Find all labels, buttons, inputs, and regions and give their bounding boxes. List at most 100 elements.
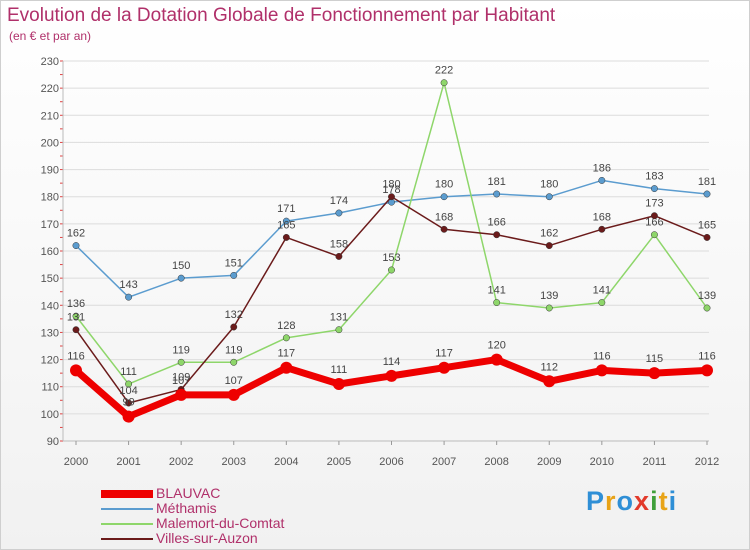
legend-label: Méthamis	[156, 500, 217, 516]
data-label: 120	[487, 340, 505, 352]
series-line	[72, 356, 711, 421]
series-line	[75, 81, 708, 385]
y-tick-label: 120	[41, 355, 59, 367]
data-point	[72, 326, 80, 334]
y-tick-label: 90	[47, 436, 59, 448]
x-tick-label: 2012	[695, 456, 719, 468]
data-label: 109	[172, 371, 190, 383]
data-point	[701, 364, 713, 377]
data-point	[703, 233, 711, 241]
data-label: 166	[645, 217, 663, 229]
data-point	[72, 312, 80, 320]
y-tick-label: 180	[41, 192, 59, 204]
x-tick-label: 2000	[64, 456, 88, 468]
data-point	[70, 364, 82, 377]
data-label: 165	[698, 219, 716, 231]
data-label: 174	[330, 195, 348, 207]
x-tick-label: 2001	[116, 456, 140, 468]
data-point	[227, 388, 240, 401]
legend-swatch	[101, 507, 153, 510]
x-tick-label: 2009	[537, 456, 561, 468]
legend-item: BLAUVAC	[101, 486, 361, 501]
y-tick-label: 160	[41, 246, 59, 258]
data-label: 153	[382, 252, 400, 264]
data-label: 181	[698, 176, 716, 188]
data-point	[598, 225, 606, 233]
data-point	[335, 326, 343, 334]
data-label: 150	[172, 260, 190, 272]
x-tick-label: 2003	[222, 456, 246, 468]
data-point	[282, 233, 290, 241]
data-point	[545, 242, 553, 250]
data-label: 162	[67, 228, 85, 240]
data-point	[703, 190, 711, 198]
data-point	[280, 361, 293, 374]
data-point	[595, 364, 608, 377]
x-tick-label: 2011	[643, 456, 667, 468]
x-tick-label: 2004	[274, 456, 298, 468]
logo-letter: t	[658, 486, 669, 516]
data-point	[335, 209, 343, 217]
logo-letter: i	[668, 486, 678, 516]
data-label: 186	[593, 162, 611, 174]
x-tick-label: 2007	[432, 456, 456, 468]
data-label: 180	[435, 179, 453, 191]
y-tick-label: 130	[41, 327, 59, 339]
data-point	[440, 225, 448, 233]
legend-swatch	[101, 537, 153, 540]
data-point	[332, 378, 345, 390]
data-point	[440, 79, 448, 87]
y-tick-label: 220	[41, 83, 59, 95]
data-point	[650, 231, 658, 239]
data-label: 104	[119, 385, 137, 397]
data-label: 173	[645, 198, 663, 210]
data-label: 116	[698, 350, 716, 362]
data-label: 115	[646, 353, 664, 365]
y-tick-label: 200	[41, 137, 59, 149]
data-label: 111	[120, 366, 137, 378]
data-label: 168	[435, 211, 453, 223]
data-label: 132	[225, 309, 243, 321]
data-label: 180	[540, 179, 558, 191]
data-point	[543, 375, 556, 388]
data-point	[650, 212, 658, 220]
y-tick-label: 190	[41, 165, 59, 177]
data-point	[177, 358, 185, 366]
data-point	[175, 388, 188, 401]
data-point	[598, 176, 606, 184]
data-label: 119	[225, 344, 243, 356]
logo-letter: P	[586, 486, 606, 516]
data-label: 119	[172, 344, 190, 356]
data-point	[385, 369, 398, 382]
data-point	[125, 293, 133, 301]
data-point	[493, 299, 501, 307]
data-label: 107	[172, 375, 190, 387]
data-label: 222	[435, 65, 453, 77]
data-label: 181	[487, 176, 505, 188]
legend-label: BLAUVAC	[156, 485, 221, 501]
y-tick-label: 230	[41, 56, 59, 68]
data-label: 165	[277, 219, 295, 231]
data-label: 117	[278, 348, 296, 360]
chart-subtitle: (en € et par an)	[9, 29, 92, 43]
y-tick-label: 210	[41, 110, 59, 122]
data-label: 141	[593, 285, 611, 297]
data-point	[230, 271, 238, 279]
data-point	[545, 193, 553, 201]
data-label: 166	[487, 217, 505, 229]
data-label: 158	[330, 238, 348, 250]
x-tick-label: 2010	[590, 456, 614, 468]
data-label: 162	[540, 228, 558, 240]
data-label: 168	[593, 211, 611, 223]
logo-letter: x	[634, 486, 651, 516]
logo-letter: r	[605, 486, 617, 516]
legend-item: Villes-sur-Auzon	[101, 531, 361, 546]
legend-swatch	[101, 489, 153, 498]
data-point	[388, 193, 395, 201]
data-label: 131	[330, 312, 348, 324]
x-tick-label: 2008	[484, 456, 508, 468]
data-label: 128	[277, 320, 295, 332]
data-label: 171	[277, 203, 295, 215]
data-point	[230, 358, 238, 366]
